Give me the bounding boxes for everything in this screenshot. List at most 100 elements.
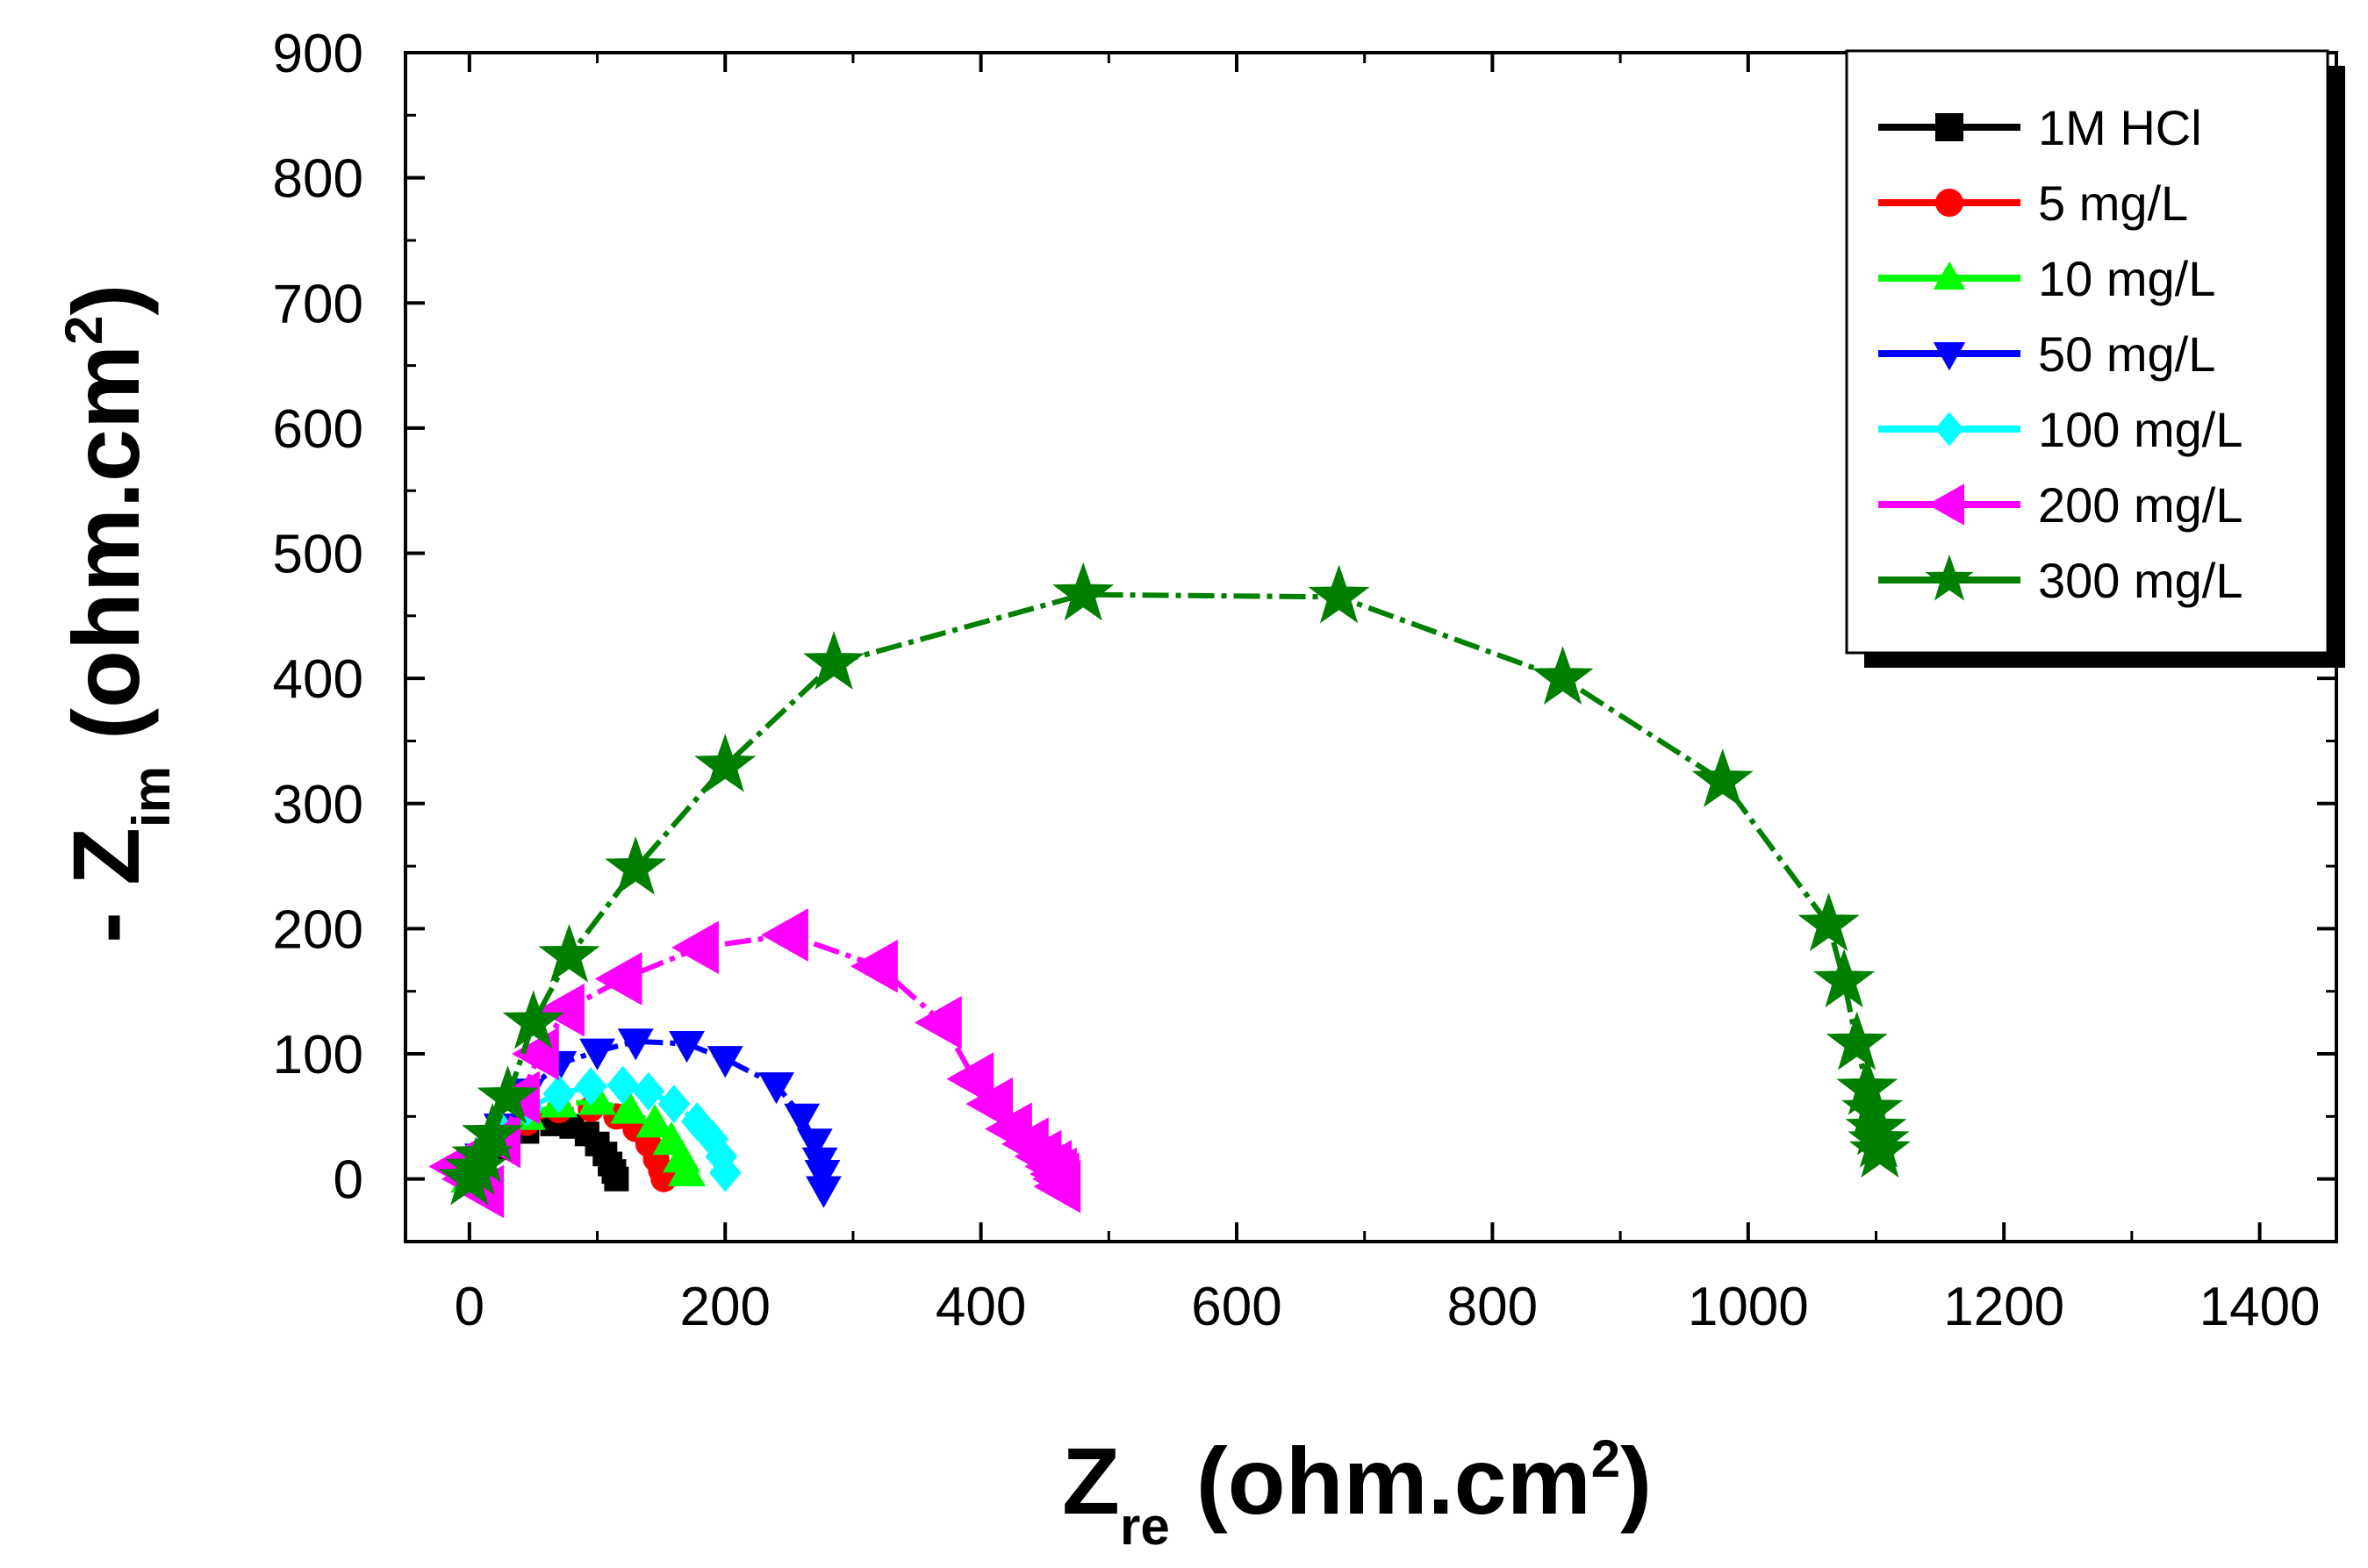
y-tick-label: 700 [273, 274, 363, 334]
data-point-triangle-down [758, 1072, 794, 1105]
data-point-star [1798, 892, 1860, 951]
legend-label: 50 mg/L [2038, 326, 2215, 382]
x-tick-label: 800 [1447, 1277, 1538, 1337]
data-point-triangle-down [707, 1046, 743, 1078]
data-point-star [1308, 564, 1370, 624]
x-axis-title: Zre (ohm.cm2) [1062, 1428, 1652, 1556]
data-point-triangle-left [671, 920, 719, 975]
data-point-square [604, 1166, 629, 1192]
data-point-diamond [574, 1067, 607, 1106]
data-point-star [1532, 646, 1594, 705]
y-tick-labels: 0 100 200 300 400 500 600 700 800 900 [273, 24, 363, 1211]
data-point-triangle-left [761, 908, 808, 962]
legend: 1M HCl 5 mg/L 10 mg/L 50 mg/L 100 mg/L 200 mg… [1845, 49, 2345, 668]
data-point-star [1813, 949, 1876, 1008]
x-tick-label: 1000 [1688, 1277, 1809, 1337]
legend-entries: 1M HCl 5 mg/L 10 mg/L 50 mg/L 100 mg/L 200 mg… [1878, 100, 2243, 608]
data-point-star [477, 1065, 539, 1124]
data-point-triangle-down [669, 1031, 705, 1063]
y-tick-label: 600 [273, 399, 363, 460]
data-point-triangle-left [1927, 483, 1964, 526]
legend-label: 200 mg/L [2038, 477, 2243, 533]
data-point-diamond [632, 1071, 665, 1111]
legend-label: 300 mg/L [2038, 553, 2243, 608]
data-point-star [694, 734, 757, 792]
y-tick-label: 200 [273, 899, 363, 960]
data-point-triangle-up [610, 1090, 649, 1124]
data-point-square [1935, 113, 1963, 141]
legend-label: 100 mg/L [2038, 402, 2243, 457]
y-tick-label: 0 [334, 1150, 363, 1211]
data-point-star [1052, 562, 1115, 621]
data-point-diamond [657, 1085, 691, 1124]
legend-entry: 1M HCl [1878, 100, 2202, 155]
data-point-diamond [542, 1074, 576, 1113]
data-point-triangle-down [804, 1159, 841, 1192]
axis-ticks [405, 51, 2336, 1242]
data-point-diamond [1934, 412, 1964, 447]
legend-entry: 300 mg/L [1878, 553, 2243, 608]
data-point-diamond [606, 1065, 639, 1105]
x-axis-title-sub: re [1120, 1497, 1170, 1556]
data-point-star [538, 923, 600, 983]
data-point-star [605, 836, 667, 895]
data-point-triangle-left [1033, 1159, 1081, 1214]
series-layer [428, 562, 1911, 1219]
legend-label: 1M HCl [2038, 100, 2202, 155]
y-tick-label: 800 [273, 149, 363, 210]
legend-entry: 50 mg/L [1878, 326, 2215, 382]
legend-entry: 5 mg/L [1878, 175, 2188, 231]
data-point-triangle-down [784, 1103, 821, 1135]
y-axis-title-sup: 2 [54, 316, 113, 345]
x-tick-label: 1400 [2199, 1277, 2321, 1337]
series-6 [438, 562, 1911, 1206]
legend-label: 5 mg/L [2038, 175, 2188, 231]
data-point-triangle-left [594, 952, 642, 1006]
x-axis-title-main: Z [1062, 1428, 1120, 1534]
data-point-triangle-up [1933, 261, 1966, 290]
data-point-triangle-left [946, 1052, 994, 1106]
data-point-circle [1935, 189, 1963, 217]
data-point-triangle-down [579, 1038, 615, 1070]
x-axis-title-close: ) [1620, 1428, 1652, 1534]
data-point-diamond [708, 1153, 742, 1192]
x-tick-label: 400 [936, 1277, 1026, 1337]
data-point-triangle-down [617, 1028, 654, 1061]
y-tick-label: 900 [273, 24, 363, 84]
data-point-star [803, 631, 865, 690]
data-point-star [1691, 748, 1754, 807]
x-tick-label: 0 [455, 1277, 484, 1337]
x-axis-title-sup: 2 [1591, 1429, 1620, 1488]
y-axis-title-sub: im [122, 766, 181, 827]
y-tick-label: 500 [273, 525, 363, 585]
legend-entry: 100 mg/L [1878, 402, 2243, 457]
series-5 [428, 908, 1081, 1219]
data-point-star [1826, 1011, 1888, 1070]
y-tick-label: 400 [273, 649, 363, 710]
series-line [467, 591, 1883, 1181]
x-tick-labels: 0 200 400 600 800 1000 1200 1400 [455, 1277, 2321, 1337]
x-tick-label: 1200 [1943, 1277, 2064, 1337]
data-point-star [1925, 554, 1974, 601]
legend-label: 10 mg/L [2038, 251, 2215, 306]
data-point-triangle-up [668, 1152, 707, 1186]
y-axis-title-close: ) [53, 284, 159, 316]
data-point-star [502, 990, 564, 1049]
data-point-triangle-up [635, 1104, 674, 1138]
legend-entry: 10 mg/L [1878, 251, 2215, 306]
legend-entry: 200 mg/L [1878, 477, 2243, 533]
data-point-triangle-down [806, 1176, 842, 1208]
data-point-triangle-left [965, 1077, 1013, 1131]
data-point-triangle-left [914, 996, 962, 1049]
y-tick-label: 100 [273, 1025, 363, 1085]
data-point-star [1848, 1119, 1911, 1178]
data-point-triangle-left [850, 939, 898, 993]
y-axis-title-prefix: - Z [53, 827, 159, 943]
data-point-star [462, 1102, 524, 1162]
x-tick-label: 200 [680, 1277, 771, 1337]
data-point-triangle-down [1933, 342, 1966, 371]
y-axis-title: - Zim (ohm.cm2) [53, 284, 181, 943]
x-axis-title-unit: (ohm.cm [1170, 1428, 1591, 1534]
x-tick-label: 600 [1191, 1277, 1281, 1337]
